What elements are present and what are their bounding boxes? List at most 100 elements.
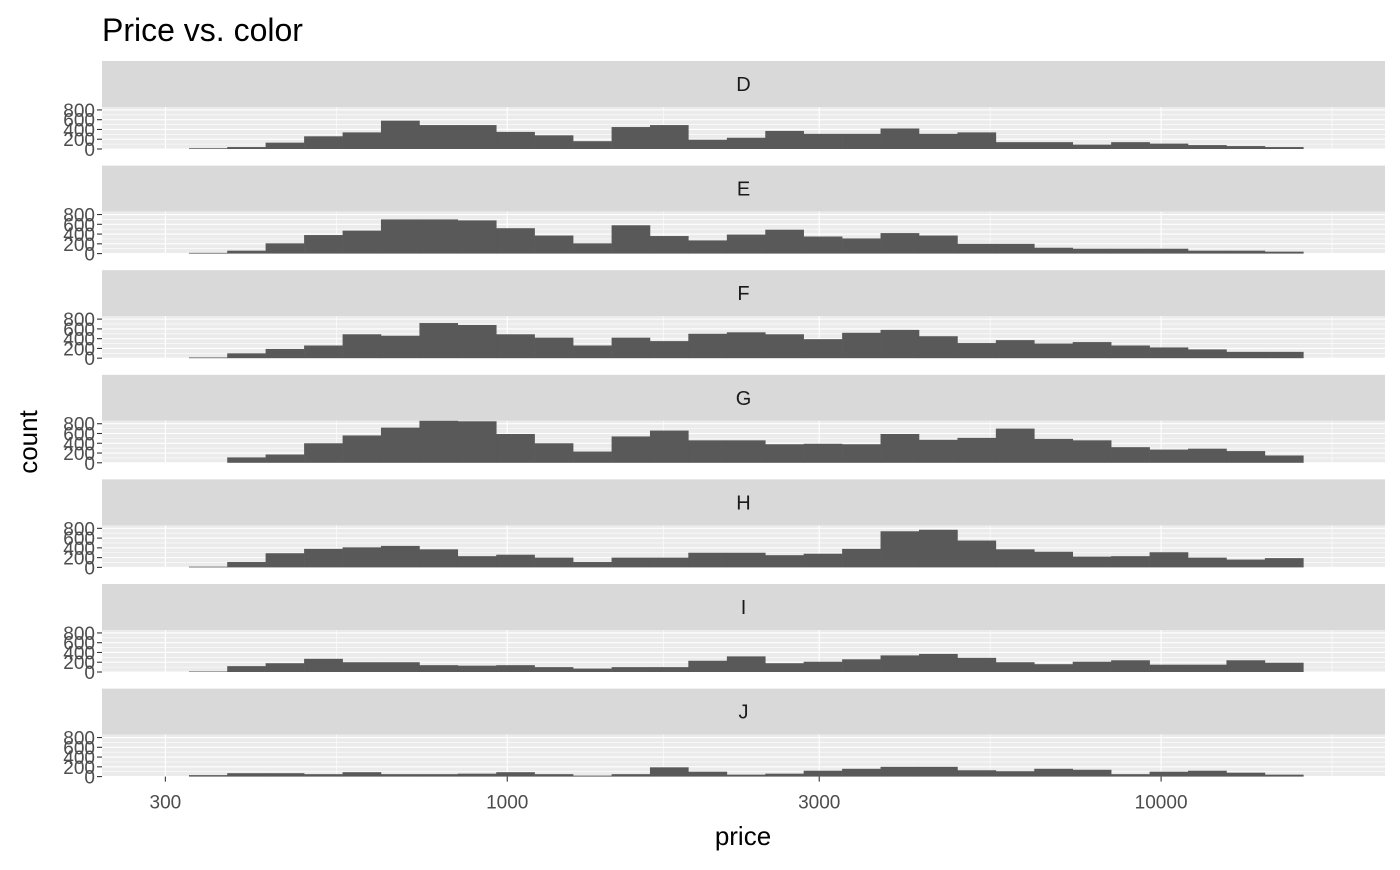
histogram-bar [266, 773, 305, 776]
histogram-bar [496, 772, 535, 776]
histogram-bar [227, 562, 266, 567]
x-tick-label: 300 [150, 793, 182, 814]
histogram-bar [1150, 665, 1189, 672]
histogram-bar [612, 558, 651, 568]
histogram-bar [650, 767, 689, 776]
histogram-bar [304, 235, 343, 254]
histogram-bar [1265, 352, 1304, 358]
histogram-bar [881, 531, 920, 567]
histogram-bar [727, 332, 766, 358]
histogram-bar [535, 236, 574, 254]
y-tick-label: 800 [63, 310, 95, 331]
histogram-bar [919, 236, 958, 254]
histogram-bar [650, 558, 689, 568]
histogram-bar [266, 243, 305, 253]
facet-strip-label: E [737, 179, 750, 201]
histogram-bar [1265, 775, 1304, 777]
y-tick-label: 800 [63, 624, 95, 645]
histogram-bar [727, 775, 766, 777]
y-tick-label: 800 [63, 729, 95, 750]
histogram-bar [1226, 660, 1265, 672]
histogram-bar [458, 556, 497, 567]
histogram-bar [458, 421, 497, 463]
histogram-bar [727, 235, 766, 254]
histogram-bar [650, 431, 689, 463]
histogram-bar [227, 773, 266, 776]
histogram-bar [1073, 145, 1112, 149]
facet-panels: D0200400600800E0200400600800F02004006008… [63, 61, 1385, 789]
histogram-bar [1111, 556, 1150, 567]
histogram-bar [612, 225, 651, 253]
histogram-bar [727, 656, 766, 672]
histogram-bar [381, 546, 420, 567]
histogram-bar [881, 767, 920, 777]
histogram-bar [1073, 342, 1112, 358]
histogram-bar [266, 143, 305, 149]
histogram-bar [458, 220, 497, 253]
histogram-bar [1111, 774, 1150, 776]
histogram-bar [419, 549, 458, 567]
histogram-bar [381, 336, 420, 358]
histogram-bar [842, 333, 881, 358]
x-tick-label: 3000 [798, 793, 840, 814]
histogram-bar [343, 334, 382, 358]
histogram-bar [650, 125, 689, 149]
histogram-bar [842, 444, 881, 463]
histogram-bar [419, 421, 458, 463]
histogram-bar [1034, 439, 1073, 463]
histogram-bar [1034, 769, 1073, 777]
histogram-bar [765, 131, 804, 149]
histogram-bar [996, 549, 1035, 567]
histogram-bar [765, 230, 804, 254]
histogram-bar [227, 147, 266, 149]
histogram-bar [227, 251, 266, 254]
histogram-bar [419, 774, 458, 776]
histogram-bar [535, 774, 574, 776]
histogram-bar [996, 429, 1035, 463]
histogram-bar [1188, 349, 1227, 358]
histogram-bar [458, 125, 497, 149]
histogram-bar [804, 134, 843, 149]
histogram-bar [1111, 142, 1150, 149]
histogram-bar [842, 134, 881, 149]
histogram-bar [650, 341, 689, 358]
histogram-bar [765, 444, 804, 463]
histogram-bar [957, 541, 996, 568]
histogram-bar [688, 240, 727, 253]
histogram-bar [957, 438, 996, 463]
histogram-bar [343, 435, 382, 462]
histogram-bar [304, 774, 343, 776]
histogram-bar [957, 132, 996, 149]
y-axis-title: count [13, 409, 43, 473]
histogram-bar [1226, 560, 1265, 568]
histogram-bar [1265, 558, 1304, 567]
histogram-bar [189, 775, 228, 776]
panel-background [102, 735, 1385, 777]
histogram-bar [1188, 771, 1227, 777]
chart-title: Price vs. color [102, 12, 303, 48]
histogram-bar [1150, 144, 1189, 149]
histogram-bar [1150, 249, 1189, 254]
histogram-bar [957, 658, 996, 672]
histogram-bar [458, 325, 497, 358]
histogram-bar [1034, 248, 1073, 254]
histogram-bar [996, 142, 1035, 149]
histogram-bar [496, 665, 535, 672]
histogram-bar [1111, 346, 1150, 359]
facet-strip-label: D [736, 74, 750, 96]
histogram-bar [996, 662, 1035, 672]
histogram-bar [419, 219, 458, 253]
histogram-bar [1265, 663, 1304, 672]
histogram-bar [1111, 447, 1150, 463]
histogram-bar [1226, 251, 1265, 254]
histogram-bar [804, 339, 843, 358]
histogram-bar [1226, 352, 1265, 358]
histogram-bar [842, 659, 881, 672]
histogram-bar [343, 662, 382, 672]
histogram-bar [842, 238, 881, 253]
